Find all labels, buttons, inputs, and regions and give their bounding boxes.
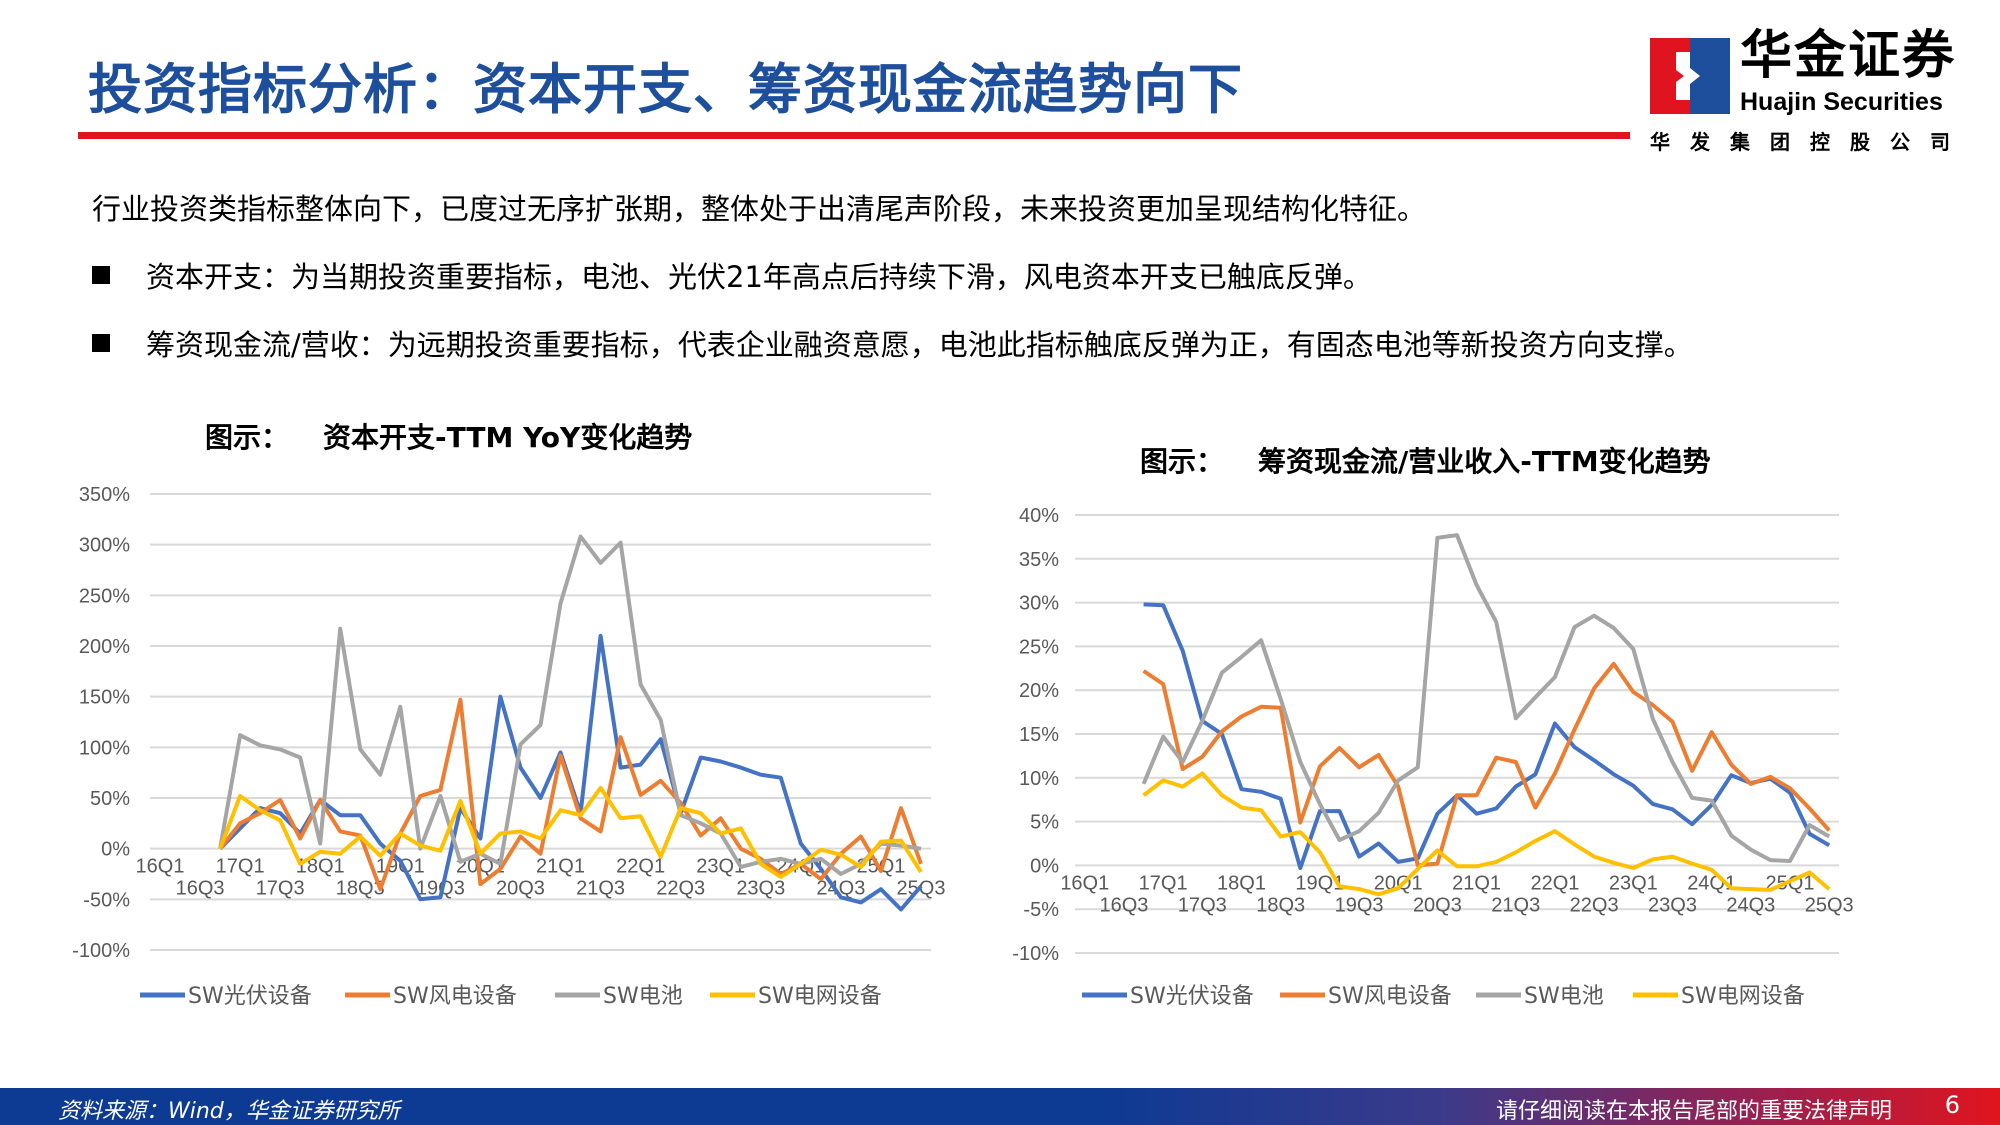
x-tick-label: 24Q3 — [1726, 894, 1775, 916]
series-line-2 — [218, 697, 923, 892]
legend-label: SW电网设备 — [758, 984, 882, 1009]
x-tick-label: 17Q3 — [1178, 894, 1227, 916]
series-line-4 — [1142, 771, 1831, 897]
x-tick-label: 17Q1 — [1139, 872, 1188, 894]
x-tick-label: 20Q3 — [1413, 894, 1462, 916]
y-tick-label: -10% — [1012, 943, 1059, 965]
footer-bar: 资料来源：Wind，华金证券研究所 请仔细阅读在本报告尾部的重要法律声明 6 — [0, 1088, 2000, 1125]
source-note: 资料来源：Wind，华金证券研究所 — [58, 1099, 400, 1124]
y-tick-label: 350% — [79, 484, 130, 506]
logo-subtitle: 华发集团控股公司 — [1650, 130, 1970, 154]
x-tick-label: 18Q1 — [1217, 872, 1266, 894]
legend-label: SW电网设备 — [1681, 984, 1805, 1009]
y-tick-label: -5% — [1023, 899, 1059, 921]
x-tick-label: 16Q1 — [1060, 872, 1109, 894]
x-tick-label: 22Q3 — [656, 878, 705, 900]
x-tick-label: 18Q3 — [336, 878, 385, 900]
logo-text-en: Huajin Securities — [1740, 88, 1943, 116]
y-tick-label: 25% — [1019, 636, 1059, 658]
x-tick-label: 21Q1 — [536, 856, 585, 878]
title-divider — [78, 132, 1630, 139]
y-tick-label: 300% — [79, 535, 130, 557]
y-tick-label: 20% — [1019, 680, 1059, 702]
x-tick-label: 21Q3 — [576, 878, 625, 900]
intro-text: 行业投资类指标整体向下，已度过无序扩张期，整体处于出清尾声阶段，未来投资更加呈现… — [92, 192, 1427, 226]
legend-label: SW光伏设备 — [188, 984, 312, 1009]
x-tick-label: 22Q3 — [1570, 894, 1619, 916]
y-tick-label: 150% — [79, 687, 130, 709]
bullet-square-icon — [92, 266, 110, 284]
bullet-financing: 筹资现金流/营收：为远期投资重要指标，代表企业融资意愿，电池此指标触底反弹为正，… — [92, 322, 1693, 364]
chart-title-prefix: 图示： — [1140, 445, 1225, 478]
page-title: 投资指标分析：资本开支、筹资现金流趋势向下 — [88, 58, 1243, 121]
x-tick-label: 19Q3 — [1335, 894, 1384, 916]
x-tick-label: 23Q3 — [1648, 894, 1697, 916]
y-tick-label: 200% — [79, 636, 130, 658]
x-tick-label: 24Q1 — [1687, 872, 1736, 894]
company-logo: 华金证券 Huajin Securities 华发集团控股公司 — [1650, 30, 1990, 166]
x-tick-label: 18Q1 — [296, 856, 345, 878]
logo-mark-icon — [1650, 38, 1730, 114]
x-tick-label: 21Q3 — [1491, 894, 1540, 916]
y-tick-label: 30% — [1019, 593, 1059, 615]
y-tick-label: -100% — [72, 940, 130, 962]
series-line-3 — [218, 534, 922, 876]
x-tick-label: 20Q1 — [1374, 872, 1423, 894]
y-tick-label: 35% — [1019, 549, 1059, 571]
chart-title-prefix: 图示： — [205, 421, 290, 454]
bullet-text: 筹资现金流/营收：为远期投资重要指标，代表企业融资意愿，电池此指标触底反弹为正，… — [146, 328, 1693, 362]
series-line-4 — [218, 785, 923, 879]
bullet-text: 资本开支：为当期投资重要指标，电池、光伏21年高点后持续下滑，风电资本开支已触底… — [146, 260, 1372, 294]
legend-label: SW电池 — [1524, 984, 1604, 1009]
y-tick-label: 5% — [1030, 812, 1059, 834]
y-tick-label: 0% — [1030, 855, 1059, 877]
x-tick-label: 16Q3 — [1100, 894, 1149, 916]
y-tick-label: 100% — [79, 737, 130, 759]
series-line-2 — [1142, 661, 1831, 868]
series-line-3 — [1141, 533, 1831, 863]
y-tick-label: 0% — [101, 839, 130, 861]
y-tick-label: -50% — [83, 889, 130, 911]
x-tick-label: 25Q1 — [1766, 872, 1815, 894]
x-tick-label: 17Q3 — [256, 878, 305, 900]
legend-label: SW电池 — [603, 984, 683, 1009]
legend-label: SW风电设备 — [1328, 984, 1452, 1009]
y-tick-label: 250% — [79, 585, 130, 607]
series-line-1 — [1143, 602, 1831, 870]
y-tick-label: 40% — [1019, 505, 1059, 527]
x-tick-label: 22Q1 — [616, 856, 665, 878]
chart-title-left: 图示： 资本开支-TTM YoY变化趋势 — [205, 416, 692, 456]
chart-title-text: 筹资现金流/营业收入-TTM变化趋势 — [1258, 445, 1711, 478]
x-tick-label: 23Q3 — [736, 878, 785, 900]
y-tick-label: 10% — [1019, 768, 1059, 790]
x-tick-label: 20Q3 — [496, 878, 545, 900]
legal-notice: 请仔细阅读在本报告尾部的重要法律声明 — [1495, 1099, 1892, 1124]
chart-1: -100% -50% 0% 50% 100% 150% 200% 250% 300% 350% 16… — [72, 484, 945, 1009]
y-tick-label: 15% — [1019, 724, 1059, 746]
x-tick-label: 25Q3 — [1805, 894, 1854, 916]
x-tick-label: 16Q3 — [176, 878, 225, 900]
x-tick-label: 18Q3 — [1256, 894, 1305, 916]
x-tick-label: 17Q1 — [216, 856, 265, 878]
x-tick-label: 19Q1 — [1295, 872, 1344, 894]
chart-title-text: 资本开支-TTM YoY变化趋势 — [323, 421, 693, 454]
chart-2: -10% -5% 0% 5% 10% 15% 20% 25% 30% 35% 40% 16Q116Q3… — [1012, 505, 1853, 1009]
bullet-capex: 资本开支：为当期投资重要指标，电池、光伏21年高点后持续下滑，风电资本开支已触底… — [92, 254, 1372, 296]
x-tick-label: 22Q1 — [1530, 872, 1579, 894]
y-tick-label: 50% — [90, 788, 130, 810]
chart-title-right: 图示： 筹资现金流/营业收入-TTM变化趋势 — [1140, 440, 1711, 480]
x-tick-label: 16Q1 — [136, 856, 185, 878]
page-number: 6 — [1944, 1091, 1960, 1119]
x-tick-label: 21Q1 — [1452, 872, 1501, 894]
x-tick-label: 23Q1 — [1609, 872, 1658, 894]
legend-label: SW风电设备 — [393, 984, 517, 1009]
logo-text-cn: 华金证券 — [1740, 26, 1957, 86]
bullet-square-icon — [92, 334, 110, 352]
legend-label: SW光伏设备 — [1130, 984, 1254, 1009]
x-tick-label: 23Q1 — [696, 856, 745, 878]
